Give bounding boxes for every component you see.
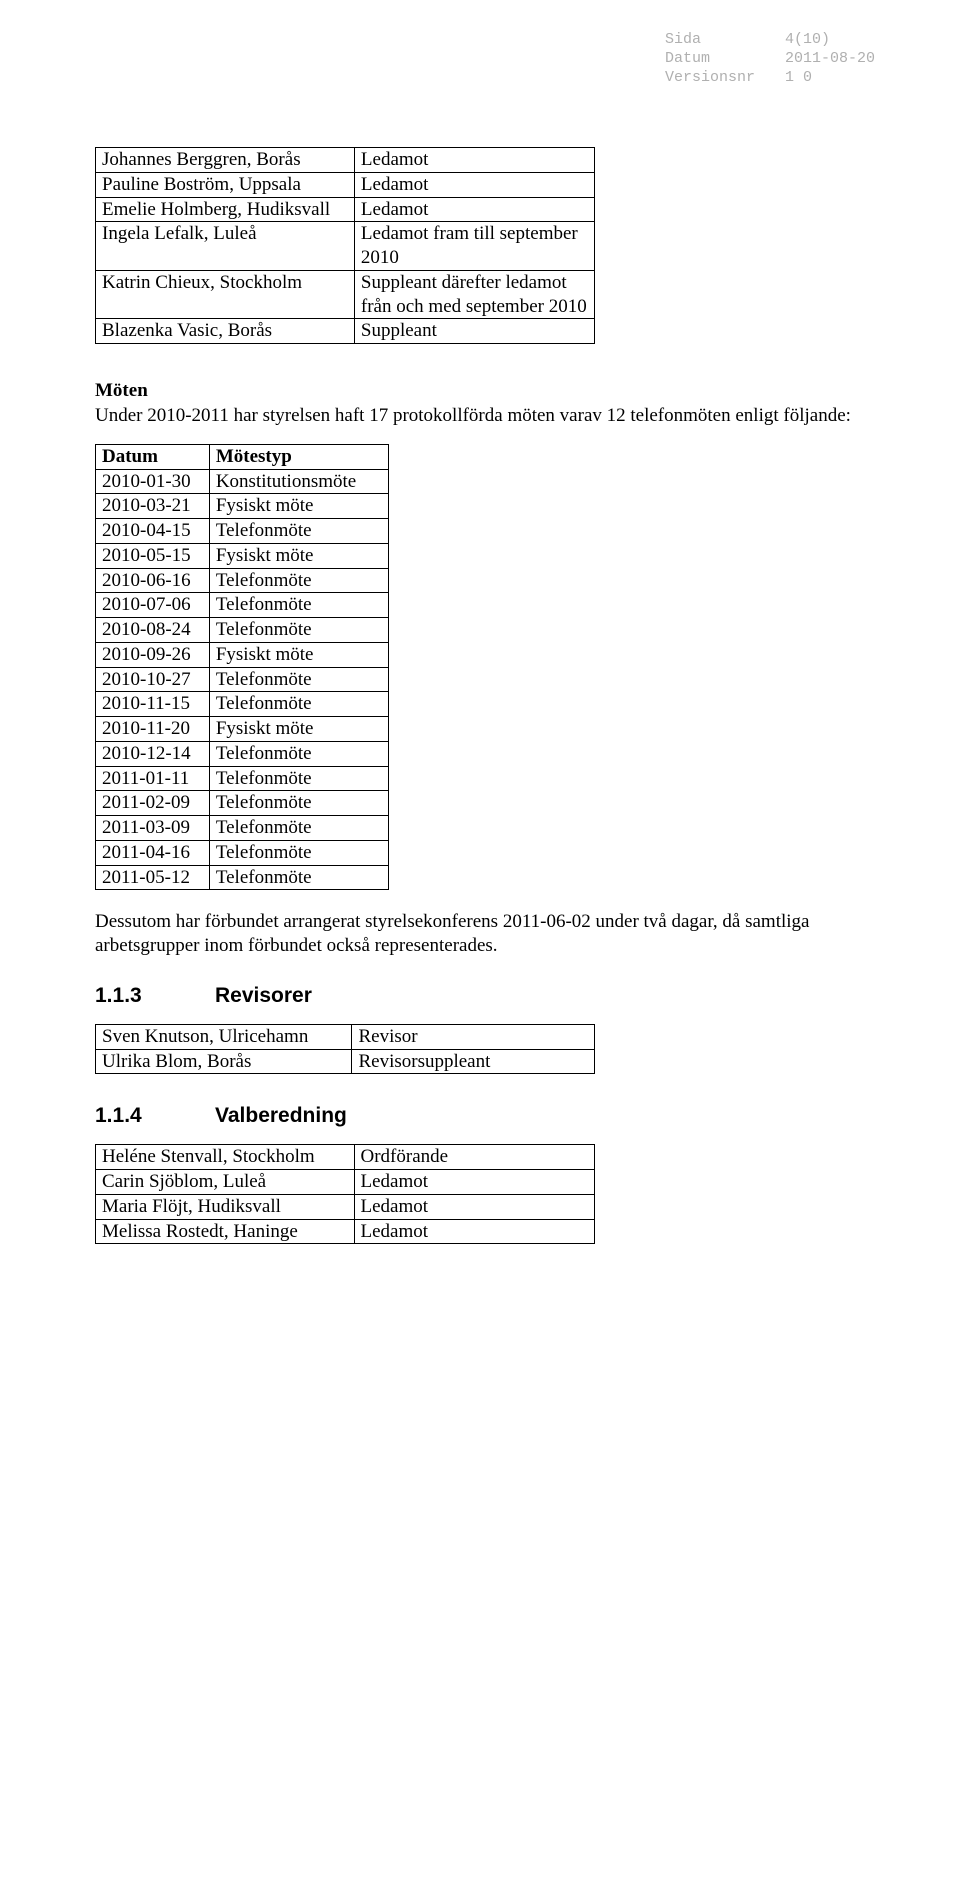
- table-row: 2010-04-15Telefonmöte: [96, 519, 389, 544]
- table-row: Ingela Lefalk, LuleåLedamot fram till se…: [96, 222, 595, 271]
- table-row: 2010-07-06Telefonmöte: [96, 593, 389, 618]
- table-row: Johannes Berggren, BoråsLedamot: [96, 148, 595, 173]
- page-header-table: Sida 4(10) Datum 2011-08-20 Versionsnr 1…: [665, 30, 875, 87]
- col-header-motestyp: Mötestyp: [209, 444, 388, 469]
- table-row: 2010-12-14Telefonmöte: [96, 741, 389, 766]
- moten-intro: Under 2010-2011 har styrelsen haft 17 pr…: [95, 404, 875, 428]
- members-table: Johannes Berggren, BoråsLedamot Pauline …: [95, 147, 595, 344]
- table-row: 2010-10-27Telefonmöte: [96, 667, 389, 692]
- meta-datum-label: Datum: [665, 49, 785, 68]
- table-row: Carin Sjöblom, LuleåLedamot: [96, 1170, 595, 1195]
- meta-sida-value: 4(10): [785, 30, 875, 49]
- table-row: Katrin Chieux, StockholmSuppleant däreft…: [96, 270, 595, 319]
- table-row: Heléne Stenvall, StockholmOrdförande: [96, 1145, 595, 1170]
- table-row: 2011-04-16Telefonmöte: [96, 840, 389, 865]
- meta-version-label: Versionsnr: [665, 68, 785, 87]
- table-row: Pauline Boström, UppsalaLedamot: [96, 172, 595, 197]
- meta-sida-label: Sida: [665, 30, 785, 49]
- table-row: Melissa Rostedt, HaningeLedamot: [96, 1219, 595, 1244]
- revisorer-heading-title: Revisorer: [215, 984, 312, 1007]
- table-row: 2011-05-12Telefonmöte: [96, 865, 389, 890]
- valberedning-heading: 1.1.4Valberedning: [95, 1104, 875, 1128]
- table-row: 2011-02-09Telefonmöte: [96, 791, 389, 816]
- table-row: 2010-11-20Fysiskt möte: [96, 717, 389, 742]
- table-row: 2011-01-11Telefonmöte: [96, 766, 389, 791]
- table-header-row: Datum Mötestyp: [96, 444, 389, 469]
- meta-version-value: 1 0: [785, 68, 875, 87]
- table-row: Emelie Holmberg, HudiksvallLedamot: [96, 197, 595, 222]
- after-meetings-text: Dessutom har förbundet arrangerat styrel…: [95, 910, 875, 958]
- table-row: Ulrika Blom, BoråsRevisorsuppleant: [96, 1049, 595, 1074]
- table-row: Maria Flöjt, HudiksvallLedamot: [96, 1194, 595, 1219]
- valberedning-heading-title: Valberedning: [215, 1104, 347, 1127]
- revisorer-heading: 1.1.3Revisorer: [95, 984, 875, 1008]
- valberedning-table: Heléne Stenvall, StockholmOrdförande Car…: [95, 1144, 595, 1244]
- col-header-datum: Datum: [96, 444, 210, 469]
- table-row: 2010-08-24Telefonmöte: [96, 618, 389, 643]
- valberedning-heading-num: 1.1.4: [95, 1104, 215, 1128]
- revisorer-table: Sven Knutson, UlricehamnRevisor Ulrika B…: [95, 1024, 595, 1075]
- table-row: 2010-01-30Konstitutionsmöte: [96, 469, 389, 494]
- table-row: Blazenka Vasic, BoråsSuppleant: [96, 319, 595, 344]
- revisorer-heading-num: 1.1.3: [95, 984, 215, 1008]
- meta-datum-value: 2011-08-20: [785, 49, 875, 68]
- table-row: 2010-06-16Telefonmöte: [96, 568, 389, 593]
- table-row: 2010-11-15Telefonmöte: [96, 692, 389, 717]
- meetings-table: Datum Mötestyp 2010-01-30Konstitutionsmö…: [95, 444, 389, 891]
- table-row: Sven Knutson, UlricehamnRevisor: [96, 1024, 595, 1049]
- table-row: 2011-03-09Telefonmöte: [96, 816, 389, 841]
- table-row: 2010-05-15Fysiskt möte: [96, 543, 389, 568]
- table-row: 2010-09-26Fysiskt möte: [96, 642, 389, 667]
- page-header-meta: Sida 4(10) Datum 2011-08-20 Versionsnr 1…: [95, 30, 875, 87]
- moten-title: Möten: [95, 380, 875, 402]
- table-row: 2010-03-21Fysiskt möte: [96, 494, 389, 519]
